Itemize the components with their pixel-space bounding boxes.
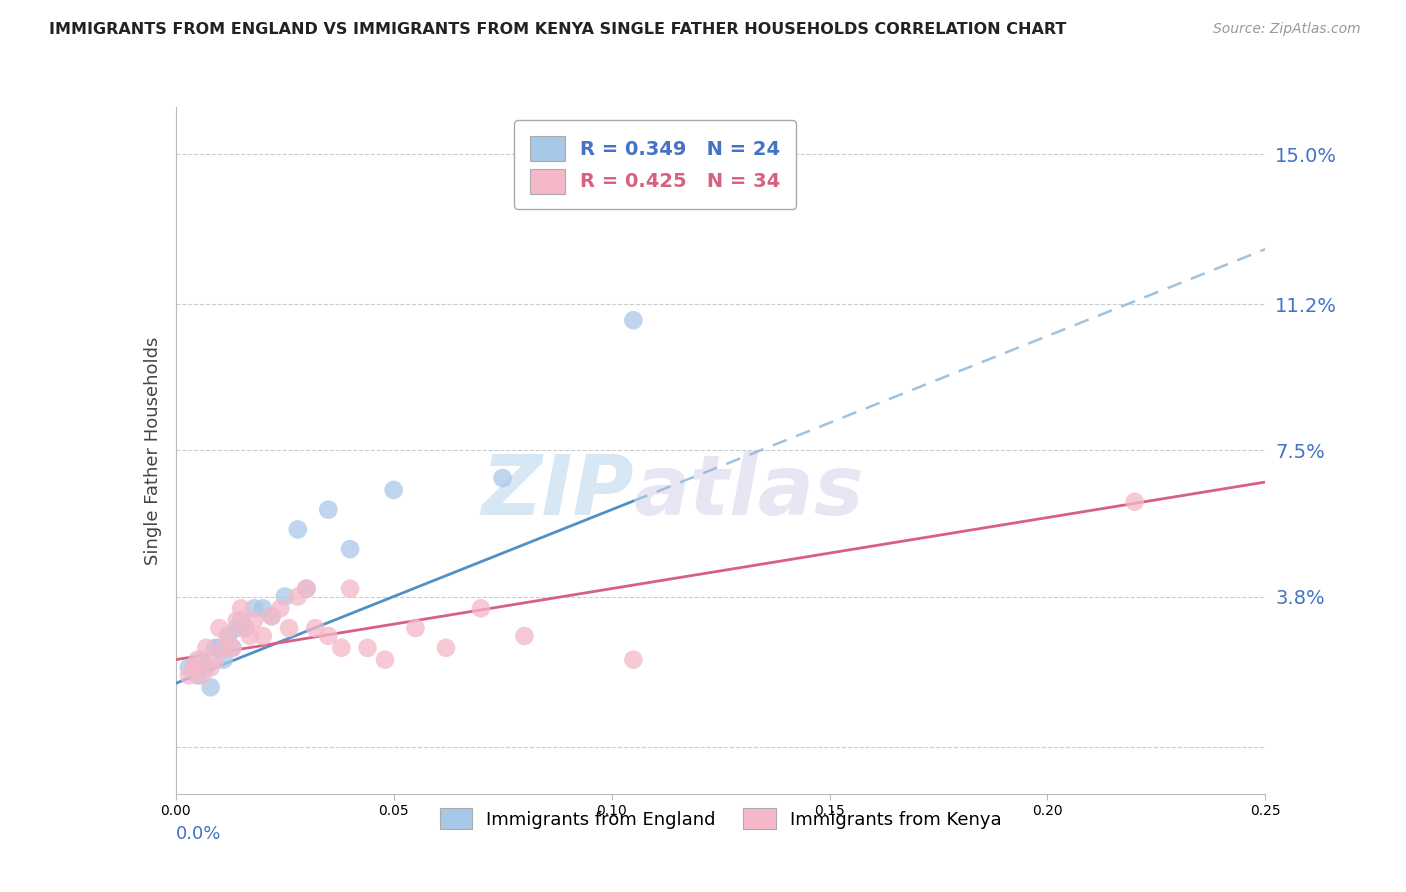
Point (356, 640, 378, 655)
Point (339, 542, 361, 557)
Point (287, 523, 309, 537)
Point (212, 653, 235, 667)
Text: Source: ZipAtlas.com: Source: ZipAtlas.com (1213, 22, 1361, 37)
Point (295, 582, 318, 596)
Point (195, 660, 218, 674)
Text: atlas: atlas (633, 451, 865, 533)
Point (269, 601, 291, 615)
Point (191, 653, 214, 667)
Point (621, 313, 644, 327)
Point (186, 668, 209, 682)
Point (239, 629, 262, 643)
Legend: Immigrants from England, Immigrants from Kenya: Immigrants from England, Immigrants from… (432, 801, 1010, 837)
Point (260, 609, 283, 624)
Point (243, 601, 266, 615)
Point (200, 681, 222, 695)
Point (221, 640, 243, 655)
Point (295, 582, 318, 596)
Point (208, 621, 231, 635)
Point (217, 629, 239, 643)
Point (177, 660, 200, 674)
Text: 0.0%: 0.0% (176, 825, 221, 843)
Point (225, 613, 247, 627)
Point (274, 590, 297, 604)
Point (260, 609, 283, 624)
Point (405, 621, 427, 635)
Point (252, 629, 274, 643)
Point (621, 653, 644, 667)
Point (191, 668, 214, 682)
Point (318, 502, 340, 516)
Point (181, 660, 204, 674)
Point (434, 640, 457, 655)
Point (235, 621, 257, 635)
Point (339, 582, 361, 596)
Point (225, 621, 247, 635)
Point (195, 640, 218, 655)
Point (318, 629, 340, 643)
Point (221, 640, 243, 655)
Point (204, 640, 226, 655)
Point (235, 621, 257, 635)
Point (208, 640, 231, 655)
Point (217, 629, 239, 643)
Point (212, 640, 235, 655)
Point (382, 483, 405, 497)
Point (243, 613, 266, 627)
Point (177, 668, 200, 682)
Point (231, 613, 253, 627)
Point (330, 640, 353, 655)
Point (200, 660, 222, 674)
Point (304, 621, 326, 635)
Point (231, 601, 253, 615)
Point (252, 601, 274, 615)
Text: IMMIGRANTS FROM ENGLAND VS IMMIGRANTS FROM KENYA SINGLE FATHER HOUSEHOLDS CORREL: IMMIGRANTS FROM ENGLAND VS IMMIGRANTS FR… (49, 22, 1067, 37)
Point (374, 653, 396, 667)
Point (278, 621, 301, 635)
Point (470, 601, 492, 615)
Point (1123, 495, 1146, 509)
Point (287, 590, 309, 604)
Point (513, 629, 536, 643)
Point (492, 471, 515, 485)
Y-axis label: Single Father Households: Single Father Households (143, 336, 162, 565)
Point (204, 653, 226, 667)
Point (186, 653, 209, 667)
Text: ZIP: ZIP (481, 451, 633, 533)
